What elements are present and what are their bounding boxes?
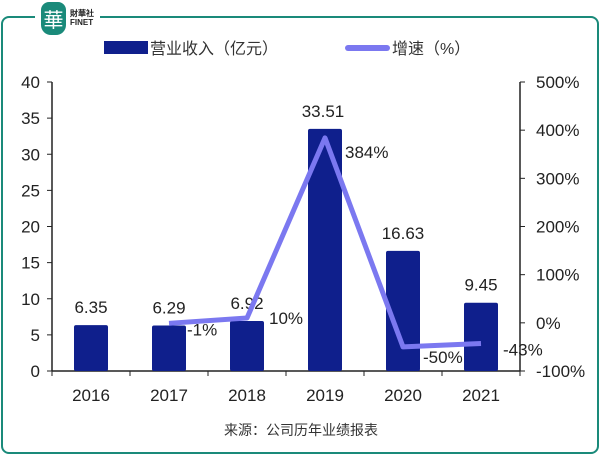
y2-tick-label: -100% [536, 362, 585, 381]
source-note: 来源：公司历年业绩报表 [224, 422, 378, 438]
y-tick-label: 5 [31, 326, 40, 345]
legend-label-revenue: 营业收入（亿元） [150, 40, 278, 58]
bar-data-label: 9.45 [464, 276, 497, 295]
line-data-label: -43% [503, 341, 543, 360]
x-tick-label: 2016 [72, 386, 110, 405]
y-tick-label: 15 [21, 254, 40, 273]
y2-tick-label: 0% [536, 314, 561, 333]
bar-2018 [230, 321, 264, 371]
bar-2016 [74, 325, 108, 371]
logo-mark-icon: 華 [41, 1, 66, 35]
y2-tick-label: 100% [536, 266, 579, 285]
y-tick-label: 0 [31, 362, 40, 381]
line-data-label: 384% [345, 143, 388, 162]
x-tick-label: 2018 [228, 386, 266, 405]
bar-2019 [308, 128, 342, 371]
y2-tick-label: 200% [536, 218, 579, 237]
bar-data-label: 16.63 [382, 224, 425, 243]
x-tick-label: 2021 [462, 386, 500, 405]
y-tick-label: 40 [21, 73, 40, 92]
x-tick-label: 2017 [150, 386, 188, 405]
y2-tick-label: 400% [536, 121, 579, 140]
bar-data-label: 6.35 [74, 298, 107, 317]
y2-tick-label: 500% [536, 73, 579, 92]
x-tick-label: 2020 [384, 386, 422, 405]
legend-swatch-revenue [104, 41, 148, 54]
line-data-label: -1% [187, 320, 217, 339]
bar-data-label: 6.29 [152, 299, 185, 318]
x-tick-label: 2019 [306, 386, 344, 405]
y-tick-label: 20 [21, 218, 40, 237]
bar-data-label: 33.51 [302, 102, 345, 121]
y-tick-label: 30 [21, 145, 40, 164]
legend-label-growth: 增速（%） [392, 40, 470, 58]
finet-logo: 華 財華社 FINET [35, 0, 100, 36]
y-tick-label: 25 [21, 181, 40, 200]
y2-tick-label: 300% [536, 169, 579, 188]
y-tick-label: 10 [21, 290, 40, 309]
logo-text: 財華社 FINET [70, 9, 94, 27]
legend-swatch-growth [345, 45, 390, 51]
line-data-label: -50% [423, 348, 463, 367]
bar-2020 [386, 250, 420, 371]
chart-frame [1, 16, 599, 454]
y-tick-label: 35 [21, 109, 40, 128]
line-data-label: 10% [269, 309, 303, 328]
bar-2021 [464, 302, 498, 371]
bar-2017 [152, 325, 186, 371]
